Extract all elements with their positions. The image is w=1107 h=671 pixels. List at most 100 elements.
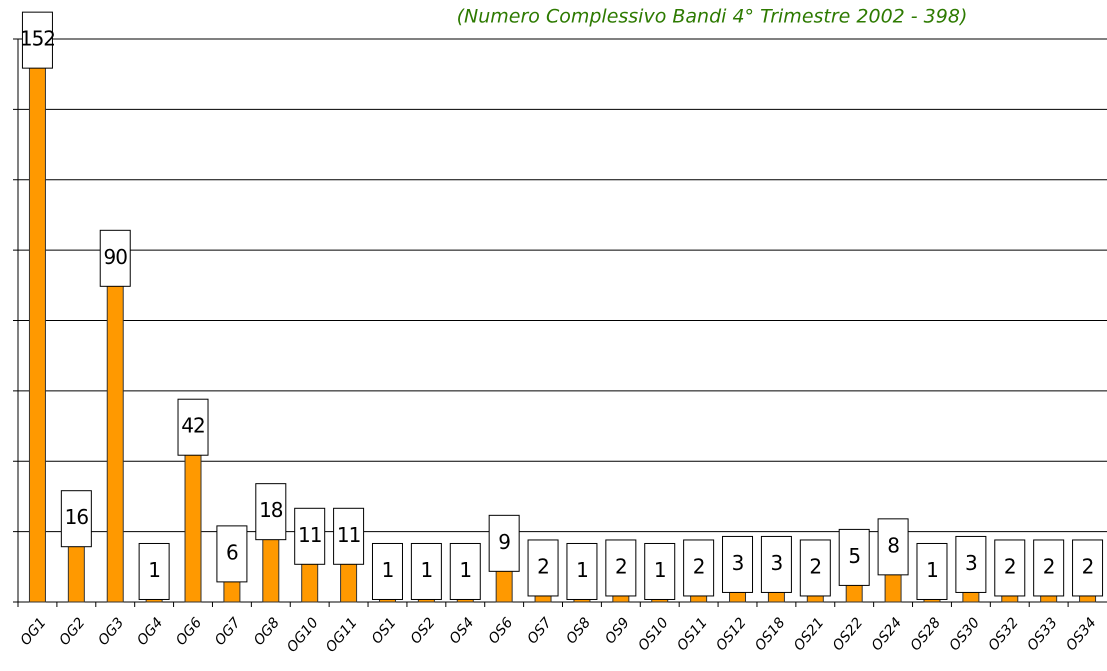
x-tick-label: OG11 [323, 615, 361, 656]
value-label: 2 [1043, 554, 1055, 578]
x-tick-label: OG10 [284, 615, 322, 656]
bar [767, 590, 785, 603]
x-tick-label: OS11 [674, 615, 711, 654]
value-label-box [449, 542, 481, 600]
bar [962, 590, 980, 603]
bar [340, 562, 358, 603]
value-label-box [1072, 539, 1104, 597]
x-tick-label: OG4 [134, 615, 166, 649]
value-label-box [644, 542, 676, 600]
value-label-box [760, 535, 792, 593]
x-tick-label: OS6 [486, 615, 517, 647]
value-label: 1 [148, 558, 160, 582]
value-label-box [838, 528, 870, 586]
x-tick-label: OG7 [212, 615, 244, 649]
x-tick-label: OS4 [447, 615, 478, 647]
value-label: 3 [732, 551, 744, 575]
value-label-box [994, 539, 1026, 597]
value-label: 42 [181, 414, 204, 438]
bar [67, 545, 85, 603]
x-tick-label: OS28 [908, 615, 945, 654]
value-label-box [877, 518, 909, 576]
value-label-box [21, 11, 53, 69]
bar [845, 583, 863, 603]
x-tick-label: OG1 [18, 615, 50, 649]
x-tick-label: OS32 [985, 615, 1022, 654]
x-tick-label: OS2 [408, 615, 439, 647]
value-label-box [410, 542, 442, 600]
value-label: 2 [615, 554, 627, 578]
value-label: 16 [65, 505, 89, 529]
value-label: 1 [421, 558, 433, 582]
value-label-box [1033, 539, 1065, 597]
x-tick-label: OG3 [95, 615, 127, 649]
value-label: 1 [459, 558, 471, 582]
bar [884, 573, 902, 603]
value-label-box [294, 507, 326, 565]
value-label-box [60, 490, 92, 548]
value-label-box [99, 229, 131, 287]
x-tick-label: OS10 [635, 615, 672, 654]
value-label-box [683, 539, 715, 597]
value-label: 152 [20, 27, 55, 51]
value-label: 9 [498, 530, 510, 554]
x-tick-label: OS12 [713, 615, 750, 654]
value-label-box [216, 525, 248, 583]
value-label: 11 [298, 523, 321, 547]
value-label: 2 [537, 554, 549, 578]
value-label-box [333, 507, 365, 565]
value-label: 11 [337, 523, 360, 547]
value-label: 5 [848, 544, 860, 568]
x-tick-label: OS9 [602, 615, 633, 647]
x-tick-label: OG8 [251, 615, 283, 649]
bar [184, 453, 202, 603]
bar [495, 569, 513, 603]
x-tick-label: OS22 [830, 615, 867, 654]
value-label: 3 [771, 551, 783, 575]
x-tick-label: OS1 [369, 615, 400, 647]
value-label-box [955, 535, 987, 593]
bar [301, 562, 319, 603]
bar [28, 66, 46, 603]
bar [223, 580, 241, 603]
value-label: 2 [1082, 554, 1094, 578]
value-label-box [371, 542, 403, 600]
value-label: 1 [576, 558, 588, 582]
bar [106, 284, 124, 603]
value-label-box [799, 539, 831, 597]
x-tick-label: OS7 [524, 615, 555, 647]
chart-title: (Numero Complessivo Bandi 4° Trimestre 2… [457, 6, 968, 28]
x-tick-label: OG2 [56, 615, 88, 649]
value-label: 2 [809, 554, 821, 578]
value-label: 3 [965, 551, 977, 575]
value-label-box [605, 539, 637, 597]
value-label: 18 [259, 498, 283, 522]
value-label-box [488, 514, 520, 572]
value-label-box [527, 539, 559, 597]
value-label-box [916, 542, 948, 600]
value-label: 1 [382, 558, 394, 582]
value-label: 90 [104, 245, 128, 269]
value-label-box [255, 483, 287, 541]
value-label: 2 [693, 554, 705, 578]
bar [729, 590, 747, 603]
bar [262, 538, 280, 603]
value-label: 1 [926, 558, 938, 582]
x-tick-label: OS30 [946, 615, 983, 654]
value-label: 8 [887, 533, 899, 557]
value-label: 1 [654, 558, 666, 582]
x-tick-label: OS33 [1024, 615, 1061, 654]
x-tick-label: OS18 [752, 615, 789, 654]
value-label-box [177, 398, 209, 456]
value-label-box [722, 535, 754, 593]
value-label-box [138, 542, 170, 600]
x-tick-label: OS24 [869, 615, 906, 654]
x-tick-label: OG6 [173, 615, 205, 649]
value-label: 2 [1004, 554, 1016, 578]
x-tick-label: OS8 [563, 615, 594, 647]
value-label-box [566, 542, 598, 600]
x-tick-label: OS34 [1063, 615, 1100, 654]
value-label: 6 [226, 540, 238, 564]
x-tick-label: OS21 [791, 615, 828, 654]
